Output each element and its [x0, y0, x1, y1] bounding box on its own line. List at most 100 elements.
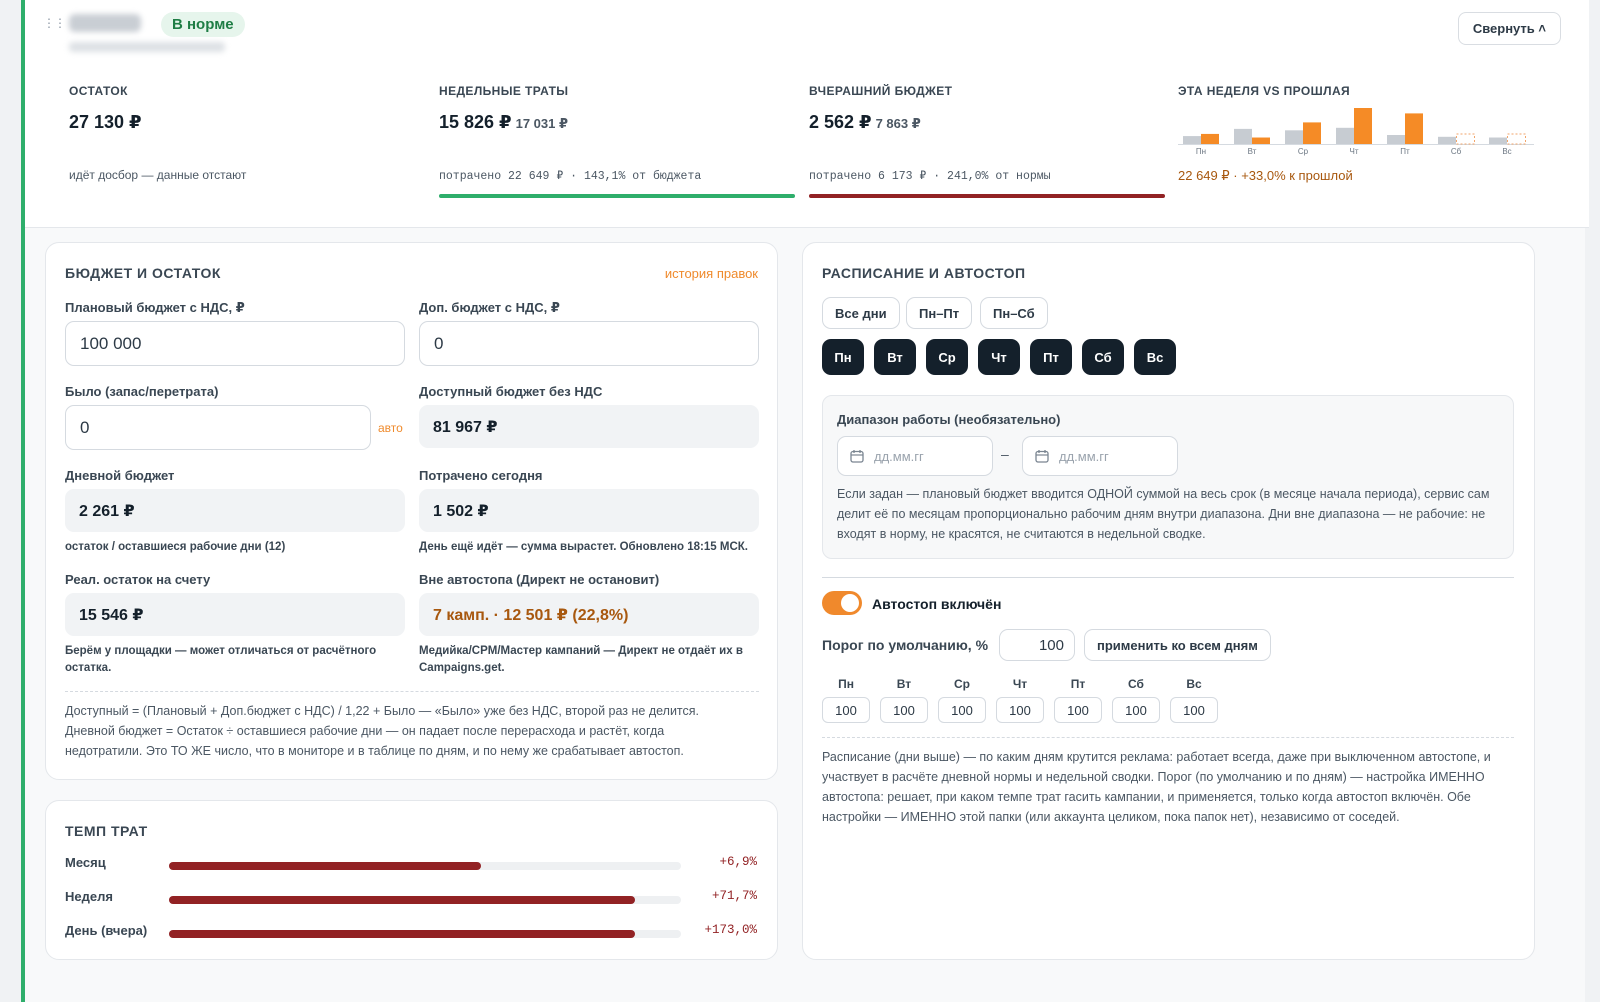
bar-prev-week — [1234, 128, 1252, 144]
outside-autostop-label: Вне автостопа (Директ не остановит) — [419, 572, 660, 587]
spent-today-label: Потрачено сегодня — [419, 468, 543, 483]
folder-panel: ⋮⋮ В норме Свернуть ˄ ОСТАТОК 27 130 ₽ и… — [21, 0, 1589, 1002]
kpi-weekly-spend: НЕДЕЛЬНЫЕ ТРАТЫ 15 826 ₽17 031 ₽ потраче… — [439, 84, 795, 198]
range-note: Если задан — плановый бюджет вводится ОД… — [837, 487, 1490, 541]
toggle-knob — [841, 594, 859, 612]
chart-tick-label: Чт — [1350, 147, 1359, 156]
kpi-remainder: ОСТАТОК 27 130 ₽ идёт досбор — данные от… — [69, 84, 425, 182]
tempo-fill — [169, 896, 635, 904]
chart-tick-label: Ср — [1298, 147, 1309, 156]
tempo-card: ТЕМП ТРАТ Месяц +6,9% Неделя +71,7% День… — [45, 800, 778, 960]
day-toggle-wed[interactable]: Ср — [926, 339, 968, 375]
extra-budget-input[interactable]: 0 — [419, 321, 759, 366]
kpi-label: ВЧЕРАШНИЙ БЮДЖЕТ — [809, 84, 953, 98]
bar-prev-week — [1489, 137, 1507, 144]
preset-all-days[interactable]: Все дни — [822, 297, 900, 329]
week-compare-chart: Пн Вт Ср Чт Пт Сб Вс — [1178, 108, 1534, 156]
tempo-row-month: Месяц +6,9% — [65, 855, 757, 875]
autostop-toggle[interactable] — [822, 591, 862, 615]
preset-mon-fri[interactable]: Пн–Пт — [906, 297, 973, 329]
spent-today-hint: День ещё идёт — сумма вырастет. Обновлен… — [419, 541, 748, 553]
date-to-input[interactable]: дд.мм.гг — [1022, 436, 1178, 476]
day-threshold-label: Ср — [954, 677, 970, 691]
day-toggle-thu[interactable]: Чт — [978, 339, 1020, 375]
day-toggle-fri[interactable]: Пт — [1030, 339, 1072, 375]
status-badge: В норме — [161, 12, 245, 37]
bar-future-day — [1507, 133, 1526, 145]
outside-autostop-value: 7 камп. · 12 501 ₽ (22,8%) — [419, 593, 759, 636]
was-input[interactable]: 0 — [65, 405, 371, 450]
day-threshold-label: Вт — [896, 677, 912, 691]
tempo-label: День (вчера) — [65, 923, 148, 938]
kpi-sub: 7 863 ₽ — [875, 116, 921, 131]
week-compare-note: 22 649 ₽ · +33,0% к прошлой — [1178, 168, 1353, 183]
kpi-label: НЕДЕЛЬНЫЕ ТРАТЫ — [439, 84, 569, 98]
bar-future-day — [1456, 133, 1475, 145]
day-threshold-input-fri[interactable]: 100 — [1054, 697, 1102, 723]
day-threshold-label: Пт — [1070, 677, 1086, 691]
kpi-note: потрачено 22 649 ₽ · 143,1% от бюджета — [439, 170, 702, 183]
preset-mon-sat[interactable]: Пн–Сб — [980, 297, 1048, 329]
calendar-icon — [850, 450, 864, 463]
day-toggle-tue[interactable]: Вт — [874, 339, 916, 375]
date-from-placeholder: дд.мм.гг — [874, 448, 924, 464]
chart-tick-label: Вс — [1502, 147, 1511, 156]
week-compare-label: ЭТА НЕДЕЛЯ VS ПРОШЛАЯ — [1178, 84, 1351, 98]
history-link[interactable]: история правок — [664, 266, 758, 281]
kpi-value: 15 826 ₽17 031 ₽ — [439, 112, 569, 132]
date-from-input[interactable]: дд.мм.гг — [837, 436, 993, 476]
day-threshold-input-thu[interactable]: 100 — [996, 697, 1044, 723]
divider — [822, 577, 1514, 578]
auto-link[interactable]: авто — [378, 421, 403, 435]
tempo-value: +6,9% — [719, 855, 757, 869]
spent-today-value: 1 502 ₽ — [419, 489, 759, 532]
was-label: Было (запас/перетрата) — [65, 384, 219, 399]
card-title: РАСПИСАНИЕ И АВТОСТОП — [822, 265, 1026, 281]
day-toggle-mon[interactable]: Пн — [822, 339, 864, 375]
day-threshold-input-sun[interactable]: 100 — [1170, 697, 1218, 723]
day-threshold-input-wed[interactable]: 100 — [938, 697, 986, 723]
kpi-label: ОСТАТОК — [69, 84, 128, 98]
day-threshold-input-sat[interactable]: 100 — [1112, 697, 1160, 723]
chart-tick-label: Пн — [1196, 147, 1206, 156]
tempo-fill — [169, 930, 635, 938]
chart-tick-label: Пт — [1400, 147, 1410, 156]
card-title: ТЕМП ТРАТ — [65, 823, 148, 839]
kpi-note: потрачено 6 173 ₽ · 241,0% от нормы — [809, 170, 1051, 183]
date-to-placeholder: дд.мм.гг — [1059, 448, 1109, 464]
apply-all-days-button[interactable]: применить ко всем дням — [1084, 629, 1271, 661]
real-balance-value: 15 546 ₽ — [65, 593, 405, 636]
kpi-value: 2 562 ₽7 863 ₽ — [809, 112, 921, 132]
folder-subtitle-blurred — [69, 42, 225, 52]
real-balance-label: Реал. остаток на счету — [65, 572, 211, 587]
bar-prev-week — [1387, 135, 1405, 144]
tempo-value: +173,0% — [704, 923, 757, 937]
range-dash: – — [1001, 446, 1009, 462]
threshold-input[interactable]: 100 — [999, 629, 1075, 661]
plan-budget-input[interactable]: 100 000 — [65, 321, 405, 366]
day-threshold-input-mon[interactable]: 100 — [822, 697, 870, 723]
day-threshold-label: Чт — [1012, 677, 1028, 691]
divider — [65, 691, 759, 692]
collapse-button[interactable]: Свернуть ˄ — [1457, 12, 1561, 45]
bar-prev-week — [1183, 136, 1201, 144]
divider — [822, 737, 1514, 738]
day-toggle-sun[interactable]: Вс — [1134, 339, 1176, 375]
drag-handle-icon[interactable]: ⋮⋮ — [43, 16, 66, 30]
folder-name-blurred — [69, 14, 141, 32]
tempo-track — [169, 862, 681, 870]
tempo-row-week: Неделя +71,7% — [65, 889, 757, 909]
daily-budget-label: Дневной бюджет — [65, 468, 175, 483]
plan-budget-label: Плановый бюджет с НДС, ₽ — [65, 300, 245, 315]
day-toggle-sat[interactable]: Сб — [1082, 339, 1124, 375]
daily-budget-value: 2 261 ₽ — [65, 489, 405, 532]
tempo-track — [169, 930, 681, 938]
bar-prev-week — [1336, 127, 1354, 144]
bar-this-week — [1201, 133, 1219, 144]
kpi-yesterday-budget: ВЧЕРАШНИЙ БЮДЖЕТ 2 562 ₽7 863 ₽ потрачен… — [809, 84, 1165, 198]
day-threshold-input-tue[interactable]: 100 — [880, 697, 928, 723]
autostop-label: Автостоп включён — [872, 596, 1002, 612]
kpi-sub: 17 031 ₽ — [515, 116, 569, 131]
chart-tick-label: Вт — [1248, 147, 1257, 156]
tempo-track — [169, 896, 681, 904]
